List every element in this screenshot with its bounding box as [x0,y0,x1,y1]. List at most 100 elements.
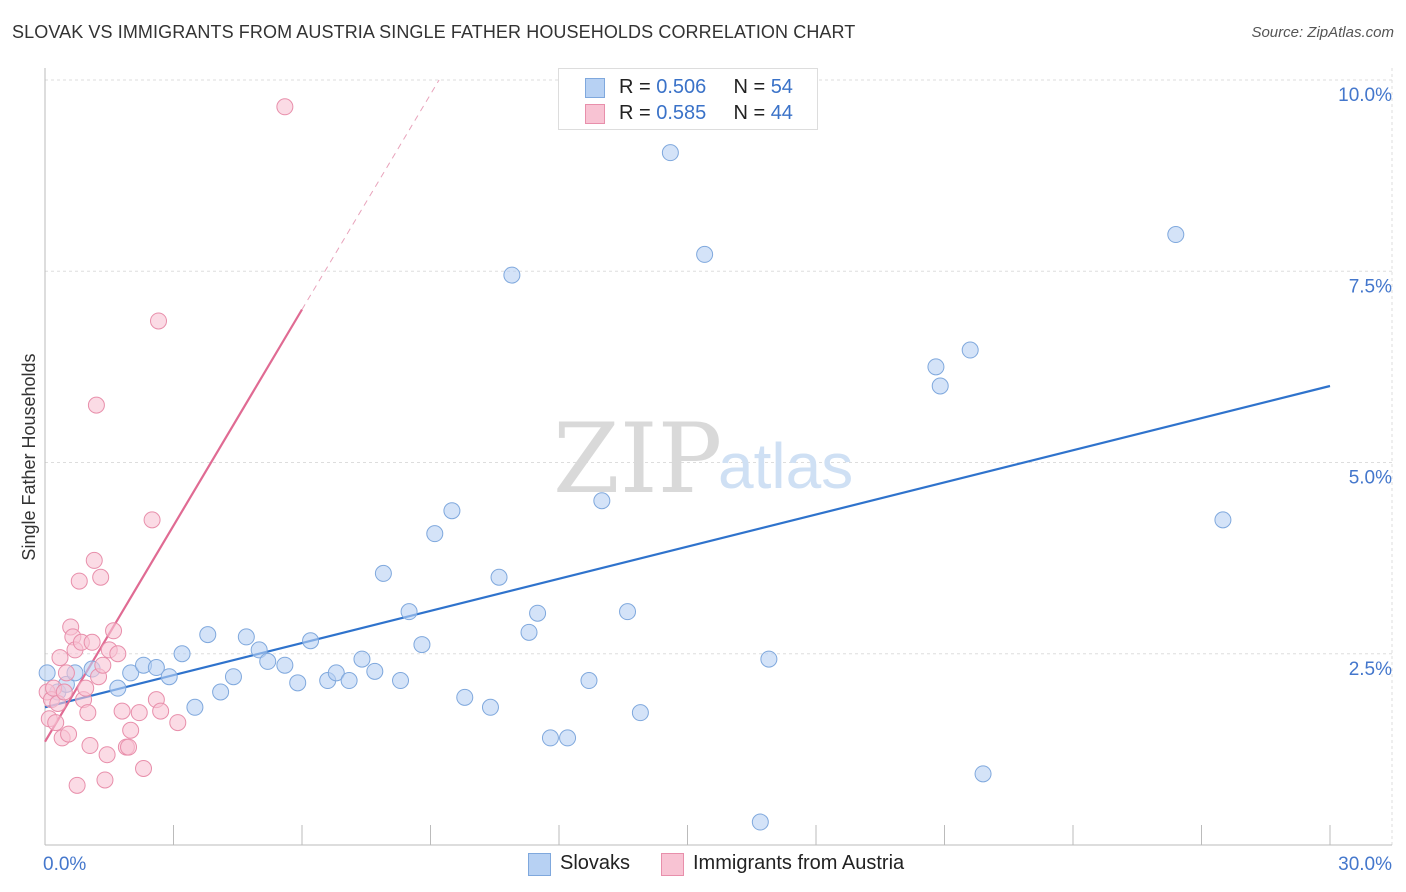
legend-n-label: N = [733,102,771,124]
bottom-legend: Slovaks Immigrants from Austria [0,850,1406,880]
y-tick-label: 5.0% [1349,468,1392,489]
legend-n-value: 44 [770,102,793,124]
slovaks-point [503,266,521,284]
y-tick-label: 10.0% [1338,85,1392,106]
austria-point [169,714,187,732]
austria-point [85,551,103,569]
x-tick-label: 0.0% [43,854,86,875]
slovaks-point [1167,226,1185,244]
austria-point [135,760,153,777]
slovaks-point [426,525,444,543]
legend-r-label: R = [619,76,657,98]
slovaks-point [327,664,345,682]
austria-point [113,702,131,720]
bottom-legend-label: Immigrants from Austria [693,852,905,874]
slovaks-point [38,664,56,682]
legend-swatch-blue [585,78,605,98]
slovaks-point [340,672,358,690]
austria-point [87,396,105,414]
axis-labels: 2.5% 5.0% 7.5% 10.0% 0.0% 30.0% Single Father … [19,85,1392,875]
slovaks-point [961,341,979,359]
austria-point [120,738,138,756]
austria-point [143,511,161,529]
slovaks-point [631,704,649,722]
data-points [38,98,1232,831]
austria-point [68,776,86,794]
slovaks-point [400,603,418,621]
slovaks-point [490,568,508,586]
legend-swatch-pink [585,104,605,124]
austria-point [83,633,101,651]
slovaks-point [931,377,949,395]
slovaks-point [456,688,474,706]
austria-trend-extension [301,79,440,310]
slovaks-point [619,603,637,621]
slovaks-point [520,623,538,641]
slovaks-point [374,564,392,582]
austria-point [55,683,73,701]
x-tick-label: 30.0% [1338,854,1392,875]
watermark: ZIP atlas [553,403,853,515]
austria-point [81,737,99,755]
austria-point [92,568,110,586]
austria-point [152,702,170,720]
austria-point [276,98,294,116]
slovaks-point [276,656,294,674]
slovaks-point [199,626,217,644]
legend-r-label: R = [619,102,657,124]
slovaks-point [237,628,255,646]
watermark-atlas: atlas [718,430,853,502]
slovaks-point [580,672,598,690]
legend-n-value: 54 [770,76,793,98]
slovaks-point [559,729,577,747]
slovaks-point [1214,511,1232,529]
slovaks-point [259,652,277,670]
legend-n-label: N = [733,76,771,98]
slovaks-point [760,650,778,668]
austria-point [150,312,168,330]
chart-title: SLOVAK VS IMMIGRANTS FROM AUSTRIA SINGLE… [12,22,856,42]
slovaks-point [160,668,178,686]
austria-point [60,725,78,743]
austria-point [122,721,140,739]
legend-r-value: 0.585 [656,102,707,124]
slovaks-point [353,650,371,668]
bottom-legend-label: Slovaks [560,852,631,874]
slovaks-point [927,358,945,376]
slovaks-point [529,604,547,622]
slovaks-point [147,659,165,677]
slovaks-point [224,668,242,686]
slovaks-point [541,729,559,747]
austria-point [130,704,148,722]
slovaks-point [593,492,611,510]
austria-point [51,649,69,667]
austria-point [79,704,97,722]
slovaks-point [481,698,499,716]
bottom-legend-swatch-blue [528,853,551,876]
correlation-legend: R = 0.506 N = 54 R = 0.585 N = 44 [558,68,818,130]
austria-point [47,714,65,732]
austria-point [57,664,75,682]
austria-point [105,622,123,640]
austria-point [94,656,112,674]
y-tick-label: 7.5% [1349,276,1392,297]
slovaks-point [186,698,204,716]
source-label: Source: ZipAtlas.com [1251,24,1394,41]
slovaks-point [974,765,992,783]
slovaks-point [212,683,230,701]
y-tick-label: 2.5% [1349,659,1392,680]
y-axis-label: Single Father Households [19,353,39,560]
bottom-legend-swatch-pink [661,853,684,876]
austria-point [109,645,127,663]
slovaks-point [661,144,679,162]
austria-point [70,572,88,590]
slovaks-point [443,502,461,520]
slovaks-point [751,813,769,831]
slovaks-point [392,672,410,690]
slovaks-point [302,632,320,650]
slovaks-point [173,645,191,663]
slovaks-point [109,679,127,697]
austria-point [96,771,114,789]
slovaks-point [696,245,714,263]
